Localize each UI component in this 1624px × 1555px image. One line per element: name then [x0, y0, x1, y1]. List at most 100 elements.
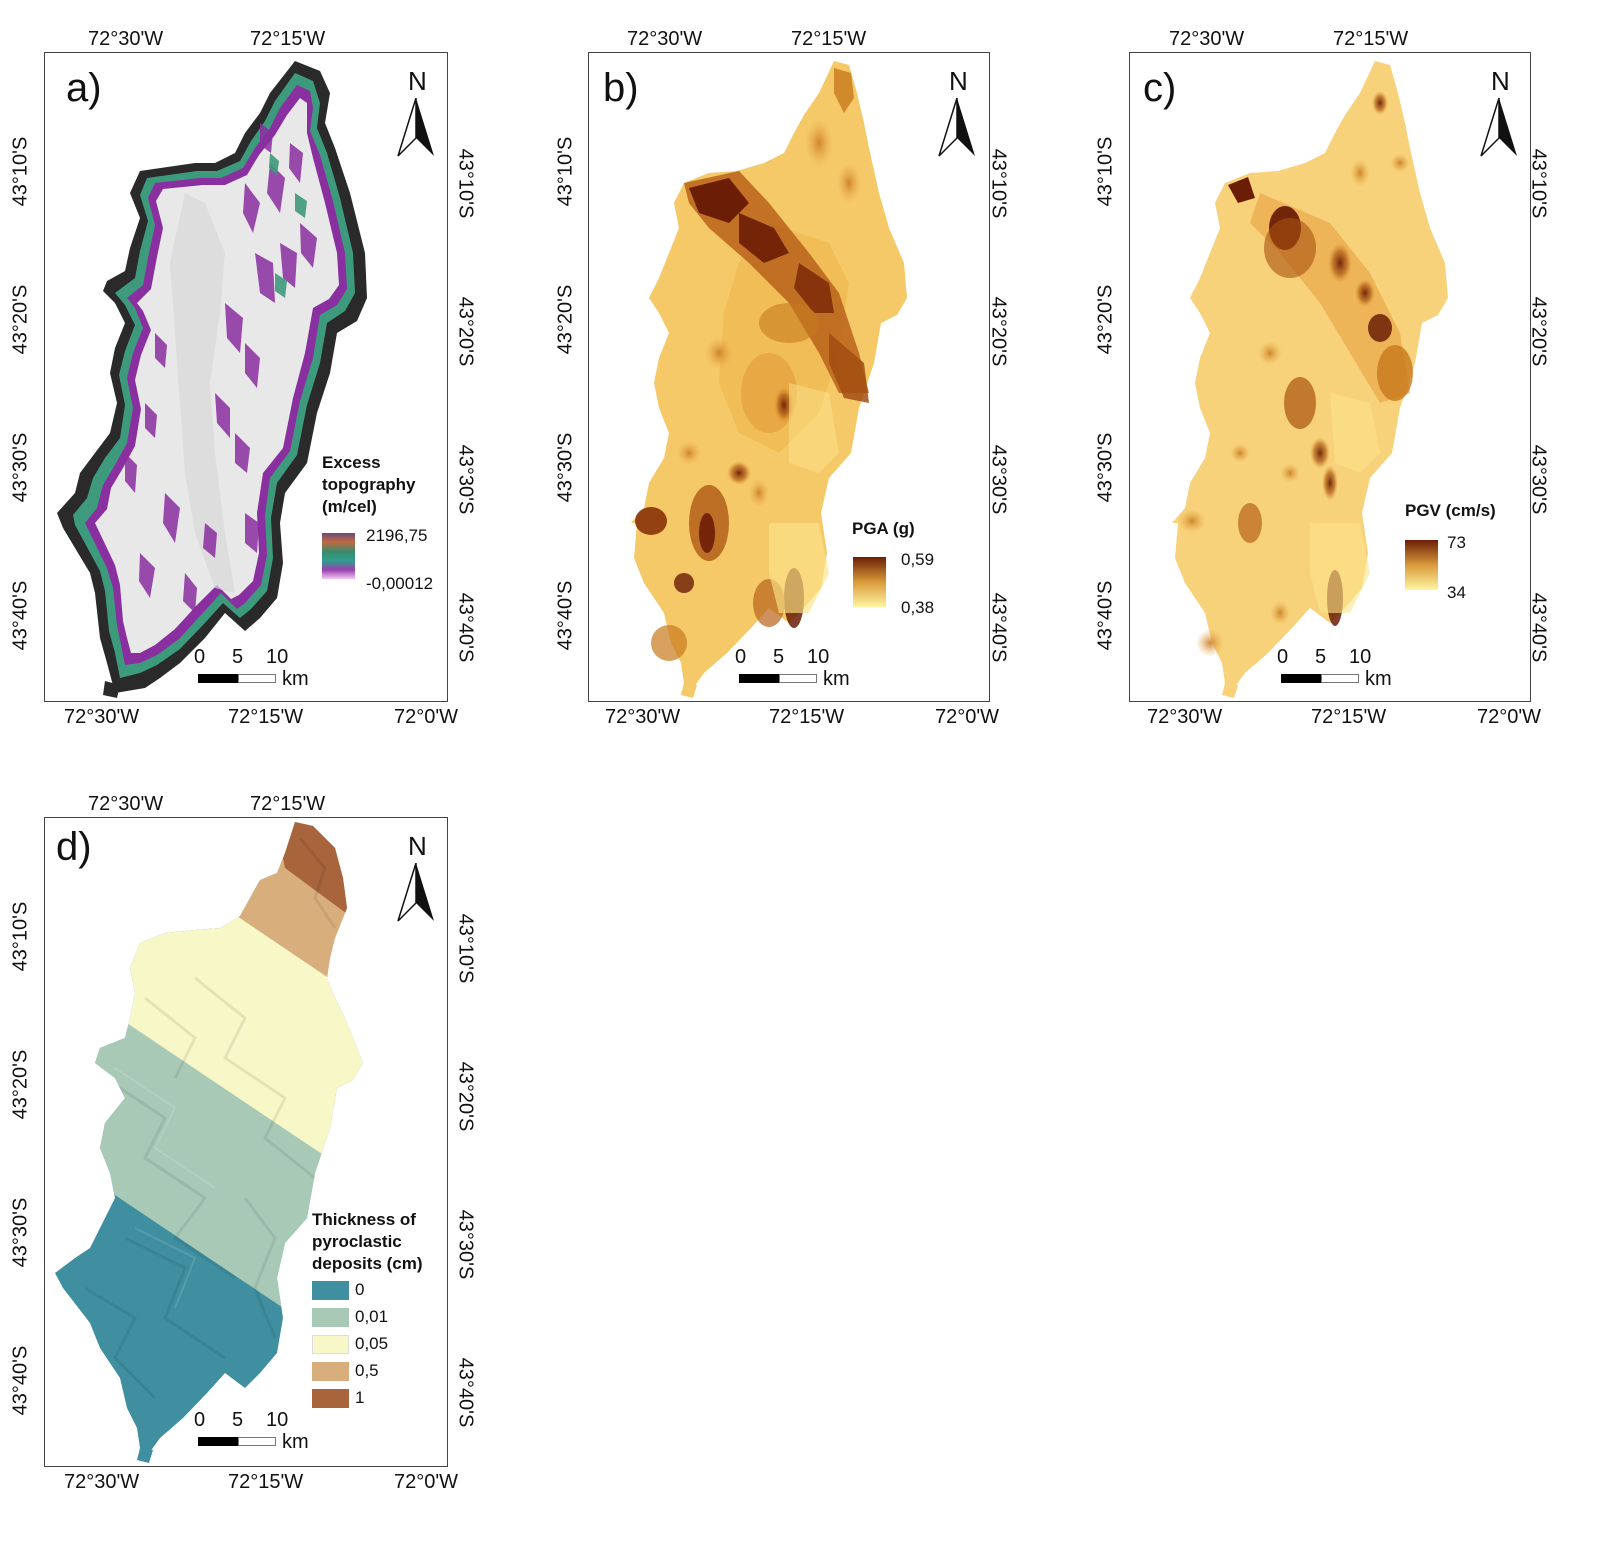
legend-max: 2196,75 — [366, 526, 428, 545]
legend-class-label: 0 — [355, 1280, 365, 1299]
lat-right-label: 43°20'S — [454, 1061, 477, 1132]
map-frame — [588, 52, 990, 702]
lon-top-label: 72°15'W — [250, 28, 326, 50]
lat-left-label: 43°40'S — [9, 1345, 32, 1416]
lat-right-label: 43°20'S — [987, 296, 1010, 367]
legend-swatch — [312, 1362, 349, 1381]
lon-bottom-label: 72°0'W — [394, 1471, 459, 1493]
panel-b: 72°30'W 72°15'W — [545, 0, 1085, 730]
lon-bottom-label: 72°15'W — [228, 706, 304, 728]
lat-right-label: 43°40'S — [987, 592, 1010, 663]
lat-left-label: 43°10'S — [9, 901, 32, 972]
north-arrow: N — [396, 831, 442, 941]
north-arrow-icon — [1480, 98, 1517, 157]
panel-d: 72°30'W 72°15'W — [0, 765, 540, 1555]
legend-color-ramp — [1405, 540, 1438, 590]
lat-right-label: 43°10'S — [987, 148, 1010, 219]
legend-color-ramp — [322, 533, 355, 579]
pgv-map — [1172, 61, 1448, 698]
lon-bottom-label: 72°30'W — [64, 1471, 140, 1493]
lat-left-label: 43°10'S — [1094, 136, 1117, 207]
lat-left-label: 43°30'S — [554, 432, 577, 503]
panel-c: 72°30'W 72°15'W — [1085, 0, 1624, 730]
legend-class-label: 1 — [355, 1388, 365, 1407]
north-arrow-icon — [397, 863, 434, 922]
lat-left-label: 43°10'S — [554, 136, 577, 207]
legend-min: -0,00012 — [366, 574, 434, 593]
legend-swatch — [312, 1308, 349, 1327]
lon-top-label: 72°30'W — [88, 28, 164, 50]
lat-left-label: 43°40'S — [1094, 580, 1117, 651]
lat-right-label: 43°30'S — [1527, 444, 1550, 515]
lon-bottom-label: 72°30'W — [1147, 706, 1223, 728]
lat-left-label: 43°40'S — [554, 580, 577, 651]
lat-left-label: 43°20'S — [1094, 284, 1117, 355]
lat-left-label: 43°30'S — [9, 1197, 32, 1268]
lat-left-label: 43°20'S — [9, 1049, 32, 1120]
lon-bottom-label: 72°0'W — [1477, 706, 1542, 728]
legend-swatch — [312, 1389, 349, 1408]
lat-left-label: 43°20'S — [9, 284, 32, 355]
lat-right-label: 43°30'S — [454, 1209, 477, 1280]
lon-bottom-label: 72°0'W — [935, 706, 1000, 728]
lat-right-label: 43°40'S — [454, 592, 477, 663]
map-frame — [44, 817, 448, 1467]
pga-map — [631, 61, 907, 698]
lat-left-label: 43°30'S — [1094, 432, 1117, 503]
north-arrow-icon — [938, 98, 975, 157]
legend-title: PGV (cm/s) — [1405, 501, 1496, 520]
north-label: N — [408, 66, 427, 96]
lat-right-label: 43°30'S — [987, 444, 1010, 515]
legend-title: Thickness of pyroclastic deposits (cm) — [312, 1210, 423, 1273]
lon-top-label: 72°15'W — [250, 793, 326, 815]
legend-min: 0,38 — [901, 598, 935, 617]
excess-topography-map — [57, 61, 367, 698]
lon-top-label: 72°30'W — [1169, 28, 1245, 50]
lon-top-label: 72°30'W — [627, 28, 703, 50]
lat-left-label: 43°20'S — [554, 284, 577, 355]
lat-right-label: 43°10'S — [454, 148, 477, 219]
panel-label: d) — [56, 825, 92, 869]
lon-bottom-label: 72°0'W — [394, 706, 459, 728]
lon-bottom-label: 72°15'W — [769, 706, 845, 728]
scale-bar: 0 5 10 km — [194, 646, 309, 690]
legend-max: 73 — [1447, 533, 1466, 552]
north-label: N — [949, 66, 968, 96]
lon-bottom-label: 72°30'W — [64, 706, 140, 728]
legend-swatch — [312, 1281, 349, 1300]
lon-top-label: 72°15'W — [791, 28, 867, 50]
lat-right-label: 43°40'S — [454, 1357, 477, 1428]
lon-top-label: 72°15'W — [1333, 28, 1409, 50]
panel-label: a) — [66, 66, 102, 110]
north-label: N — [1491, 66, 1510, 96]
legend-swatch — [312, 1335, 349, 1354]
lat-right-label: 43°30'S — [454, 444, 477, 515]
lon-bottom-label: 72°15'W — [1311, 706, 1387, 728]
pyroclastic-deposits-map — [55, 822, 363, 1463]
legend-class-label: 0,5 — [355, 1361, 379, 1380]
north-arrow: N — [396, 66, 442, 176]
lat-right-label: 43°10'S — [454, 913, 477, 984]
map-frame — [1129, 52, 1531, 702]
north-arrow: N — [1479, 66, 1525, 176]
lon-top-label: 72°30'W — [88, 793, 164, 815]
scale-bar: 0 5 10 km — [735, 646, 850, 690]
legend-max: 0,59 — [901, 550, 935, 569]
north-arrow-icon — [397, 98, 434, 157]
lon-bottom-label: 72°30'W — [605, 706, 681, 728]
scale-bar: 0 5 10 km — [194, 1409, 309, 1453]
panel-a: 72°30'W 72°15'W — [0, 0, 540, 730]
lat-left-label: 43°10'S — [9, 136, 32, 207]
legend-class-label: 0,01 — [355, 1307, 389, 1326]
map-frame — [44, 52, 448, 702]
legend-class-label: 0,05 — [355, 1334, 389, 1353]
lat-left-label: 43°30'S — [9, 432, 32, 503]
lat-right-label: 43°10'S — [1527, 148, 1550, 219]
legend-color-ramp — [853, 557, 886, 607]
legend-title: PGA (g) — [852, 519, 915, 538]
north-label: N — [408, 831, 427, 861]
panel-label: b) — [603, 66, 639, 110]
lat-right-label: 43°20'S — [454, 296, 477, 367]
lat-right-label: 43°20'S — [1527, 296, 1550, 367]
lat-right-label: 43°40'S — [1527, 592, 1550, 663]
